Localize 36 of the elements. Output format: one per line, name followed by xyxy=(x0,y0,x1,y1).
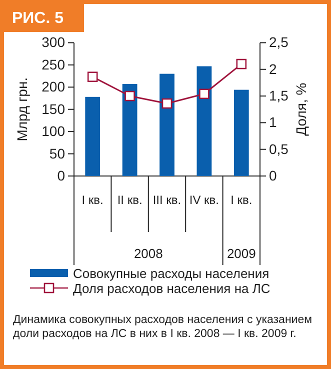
text: 2009 xyxy=(226,246,256,261)
legend-label: Доля расходов населения на ЛС xyxy=(73,281,270,296)
y-tick-label: 200 xyxy=(42,78,66,95)
point xyxy=(236,58,247,70)
y-tick-label: 300 xyxy=(42,34,66,50)
x-tick-label: III кв. xyxy=(152,193,182,207)
y-axis-title: Млрд грн. xyxy=(14,77,30,142)
y-tick-label: 100 xyxy=(42,123,66,140)
bar xyxy=(85,96,100,176)
y2-tick-label: 2,5 xyxy=(269,34,289,50)
x-tick-label: IV кв. xyxy=(189,193,220,207)
y2-tick-label: 1 xyxy=(269,114,277,130)
y-tick-label: 250 xyxy=(42,56,66,72)
point xyxy=(162,98,172,109)
y2-tick-label: 0,5 xyxy=(269,140,289,157)
x-tick-label: II кв. xyxy=(117,193,142,207)
y2-axis-title: Доля, % xyxy=(293,82,309,136)
y-tick-label: 150 xyxy=(42,100,66,117)
y2-tick-label: 2 xyxy=(269,60,277,77)
bar xyxy=(122,84,138,176)
point xyxy=(199,88,210,100)
bar xyxy=(160,74,174,176)
point xyxy=(87,72,98,82)
y2-tick-label: 0 xyxy=(269,167,277,184)
bar xyxy=(196,66,212,176)
x-tick-label: I кв. xyxy=(82,193,104,207)
bar xyxy=(234,90,249,176)
y-tick-label: 0 xyxy=(57,167,66,184)
point xyxy=(124,90,135,102)
chart-title: РИС. 5 xyxy=(12,10,64,27)
text: Динамика совокупных расходов населения с указанием доли расходов на ЛС в них в I кв. 2008 — I кв. 2009 г. xyxy=(13,314,312,340)
text: 2008 xyxy=(134,246,163,261)
x-tick-label: I кв. xyxy=(230,193,252,207)
y2-tick-label: 1,5 xyxy=(269,88,289,104)
y-tick-label: 50 xyxy=(49,145,66,162)
legend-label: Совокупные расходы населения xyxy=(73,266,270,281)
